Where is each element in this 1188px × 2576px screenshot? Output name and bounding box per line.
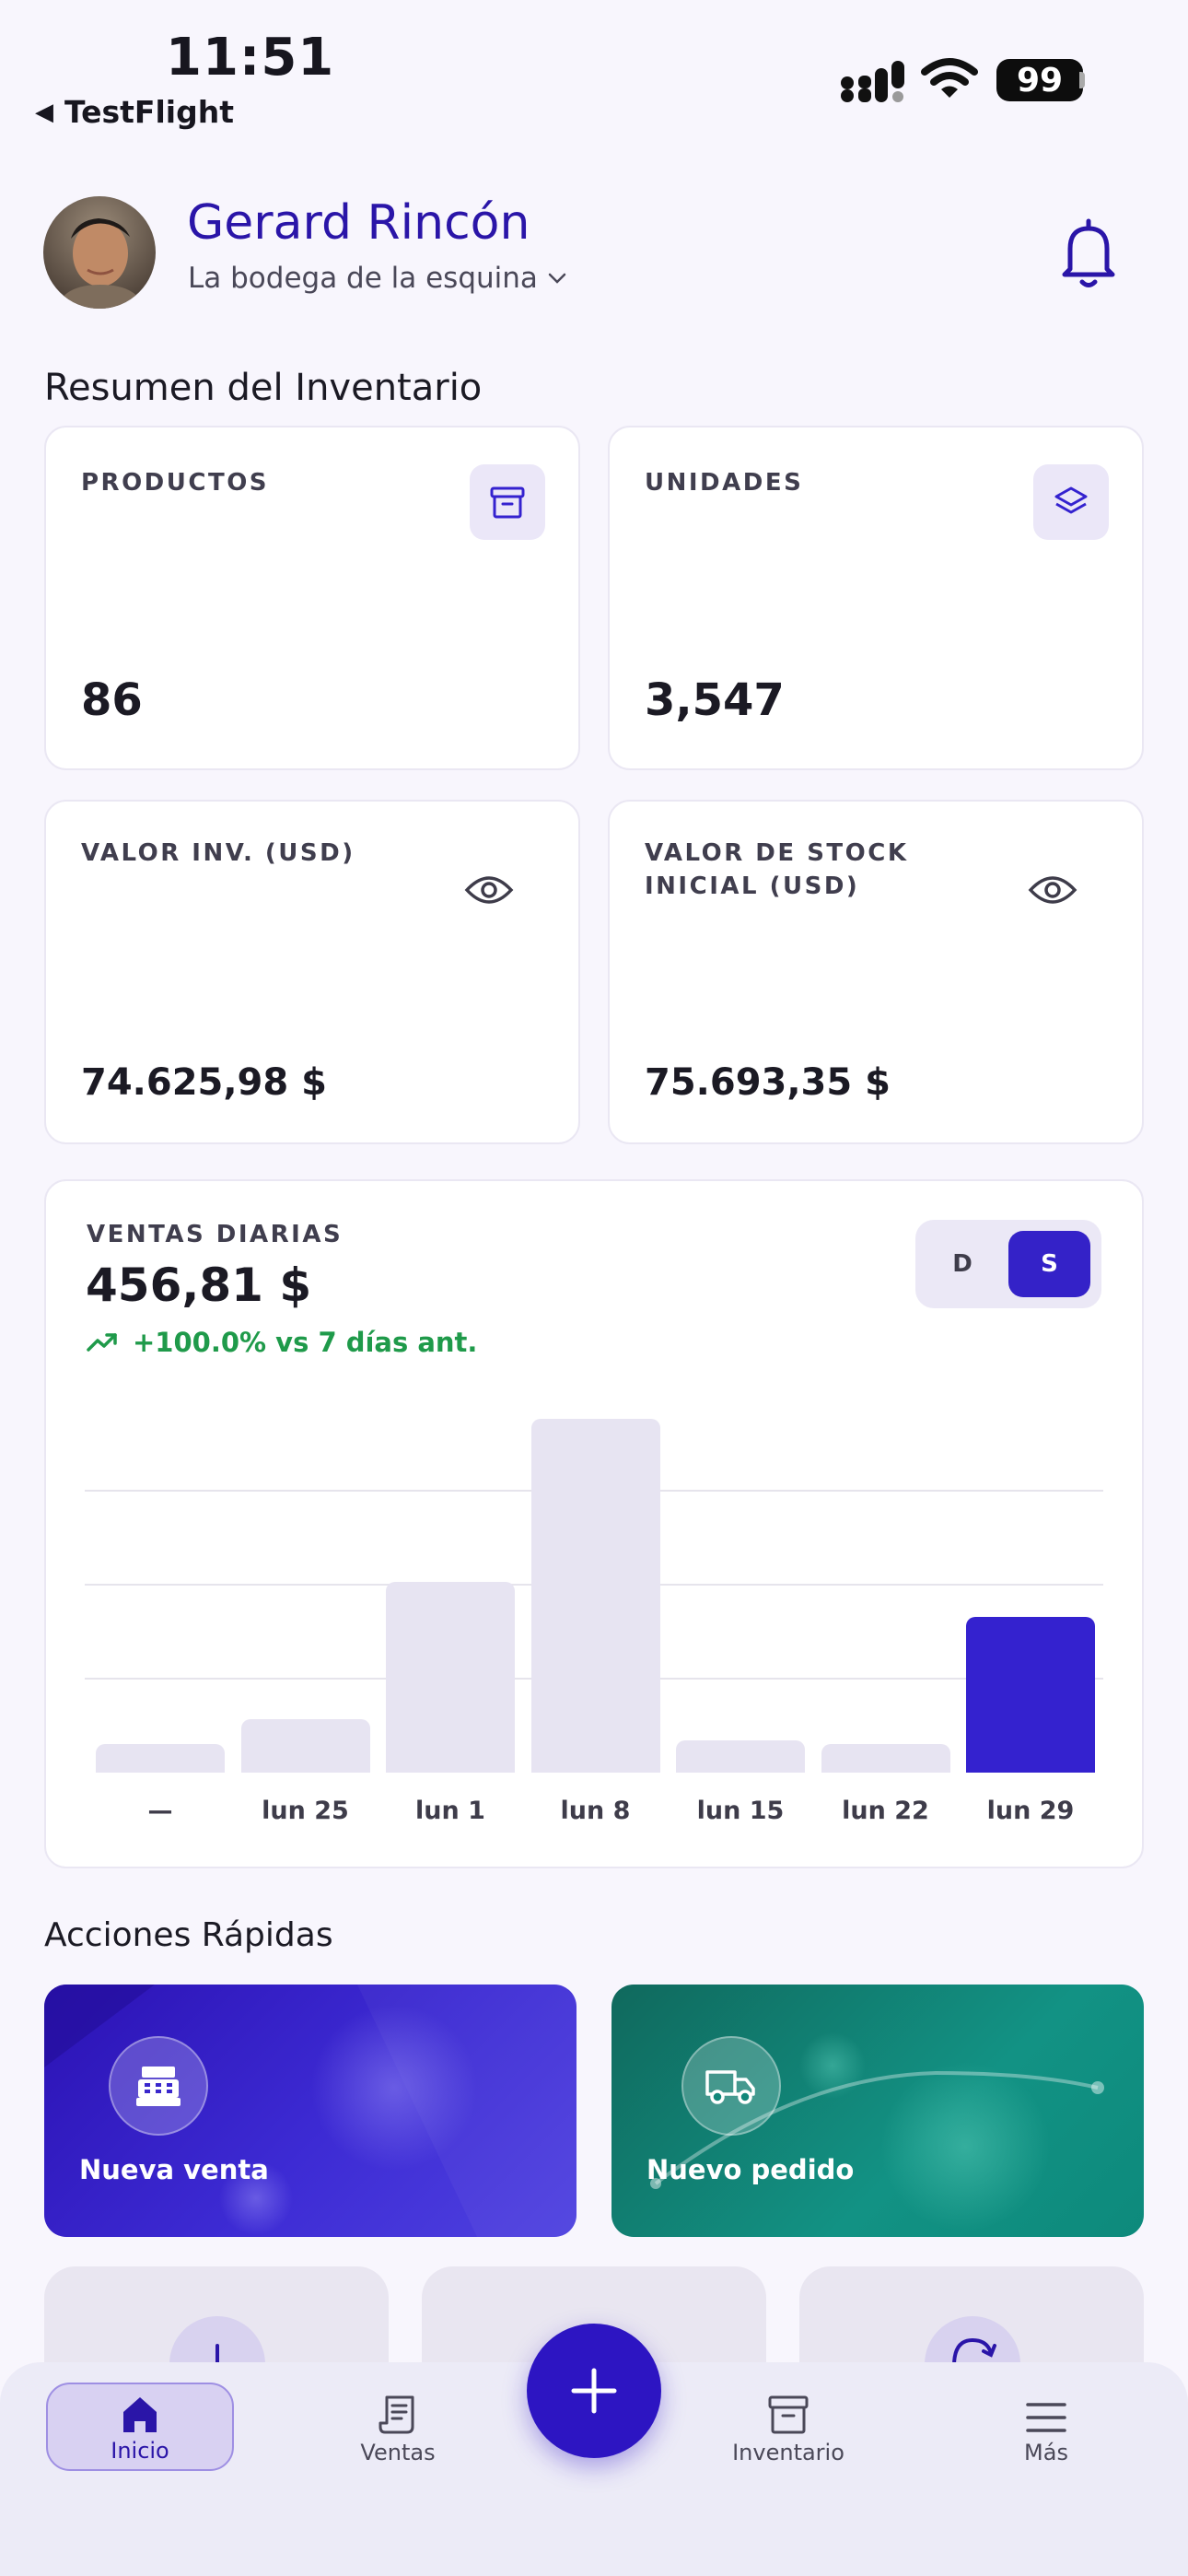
store-selector[interactable]: La bodega de la esquina <box>188 262 567 295</box>
products-label: PRODUCTOS <box>81 469 270 497</box>
units-card[interactable]: UNIDADES 3,547 <box>608 426 1144 770</box>
layers-icon <box>1033 464 1109 540</box>
sales-trend-text: +100.0% vs 7 días ant. <box>133 1327 478 1358</box>
add-fab-button[interactable] <box>527 2324 661 2458</box>
nav-inicio[interactable]: Inicio <box>46 2383 234 2471</box>
nav-ventas-label: Ventas <box>360 2440 436 2465</box>
status-time: 11:51 <box>166 28 335 88</box>
chevron-down-icon <box>548 273 566 284</box>
avatar[interactable] <box>43 196 156 309</box>
inventory-value-card[interactable]: VALOR INV. (USD) 74.625,98 $ <box>44 800 580 1144</box>
initial-stock-value-card[interactable]: VALOR DE STOCK INICIAL (USD) 75.693,35 $ <box>608 800 1144 1144</box>
nav-inventario-label: Inventario <box>732 2440 844 2465</box>
sales-bar[interactable] <box>821 1744 950 1773</box>
x-axis-label: lun 8 <box>560 1797 631 1825</box>
nav-mas-label: Más <box>1024 2440 1068 2465</box>
initial-stock-label: VALOR DE STOCK INICIAL (USD) <box>645 839 909 900</box>
nav-mas[interactable]: Más <box>952 2383 1140 2471</box>
back-label: TestFlight <box>64 94 234 130</box>
products-card[interactable]: PRODUCTOS 86 <box>44 426 580 770</box>
battery-indicator: 99 <box>996 59 1083 101</box>
sales-bar[interactable] <box>240 1719 370 1773</box>
sales-bar[interactable] <box>96 1744 225 1773</box>
x-axis-label: lun 1 <box>415 1797 485 1825</box>
x-axis-label: lun 25 <box>262 1797 349 1825</box>
sales-bar[interactable] <box>966 1617 1095 1773</box>
quick-actions-title: Acciones Rápidas <box>44 1916 333 1954</box>
new-order-label: Nuevo pedido <box>646 2154 855 2185</box>
new-sale-button[interactable]: Nueva venta <box>44 1985 577 2237</box>
user-name: Gerard Rincón <box>187 195 530 251</box>
cash-register-icon <box>109 2036 208 2136</box>
nav-inicio-label: Inicio <box>111 2438 169 2464</box>
products-value: 86 <box>81 674 143 726</box>
back-to-testflight[interactable]: ◀ TestFlight <box>35 94 234 130</box>
nav-inventario[interactable]: Inventario <box>694 2383 882 2471</box>
units-value: 3,547 <box>645 674 785 726</box>
eye-icon[interactable] <box>464 872 514 908</box>
cellular-signal-icon <box>841 61 904 102</box>
x-axis-label: lun 15 <box>696 1797 785 1825</box>
back-arrow-icon: ◀ <box>35 98 53 126</box>
sales-trend: +100.0% vs 7 días ant. <box>87 1327 477 1358</box>
x-axis-label: lun 29 <box>986 1797 1075 1825</box>
sales-bar[interactable] <box>530 1419 660 1773</box>
home-icon <box>123 2397 157 2432</box>
sales-bar[interactable] <box>676 1740 805 1773</box>
daily-sales-value: 456,81 $ <box>86 1259 312 1312</box>
receipt-icon <box>379 2395 414 2434</box>
bell-icon[interactable] <box>1057 217 1120 289</box>
eye-icon[interactable] <box>1028 872 1077 908</box>
toggle-week[interactable]: S <box>1008 1231 1090 1297</box>
inventory-section-title: Resumen del Inventario <box>44 367 483 409</box>
trending-up-icon <box>87 1333 117 1352</box>
units-label: UNIDADES <box>645 469 804 497</box>
plus-icon <box>571 2368 617 2414</box>
new-order-button[interactable]: Nuevo pedido <box>611 1985 1144 2237</box>
truck-icon <box>681 2036 781 2136</box>
initial-stock-value: 75.693,35 $ <box>645 1061 891 1104</box>
daily-sales-label: VENTAS DIARIAS <box>87 1221 344 1248</box>
archive-box-icon <box>470 464 545 540</box>
new-sale-decoration <box>44 1985 577 2237</box>
nav-ventas[interactable]: Ventas <box>304 2383 492 2471</box>
menu-icon <box>1026 2403 1066 2432</box>
store-name: La bodega de la esquina <box>188 262 538 295</box>
archive-box-icon <box>768 2395 809 2434</box>
inventory-value-label: VALOR INV. (USD) <box>81 839 355 867</box>
wifi-icon <box>921 58 978 98</box>
new-sale-label: Nueva venta <box>79 2154 269 2185</box>
sales-bar[interactable] <box>386 1581 515 1773</box>
x-axis-label: — <box>147 1797 173 1825</box>
period-toggle: D S <box>915 1220 1101 1308</box>
toggle-day[interactable]: D <box>952 1250 973 1278</box>
x-axis-label: lun 22 <box>842 1797 929 1825</box>
inventory-value: 74.625,98 $ <box>81 1061 327 1104</box>
battery-cap <box>1079 72 1085 88</box>
